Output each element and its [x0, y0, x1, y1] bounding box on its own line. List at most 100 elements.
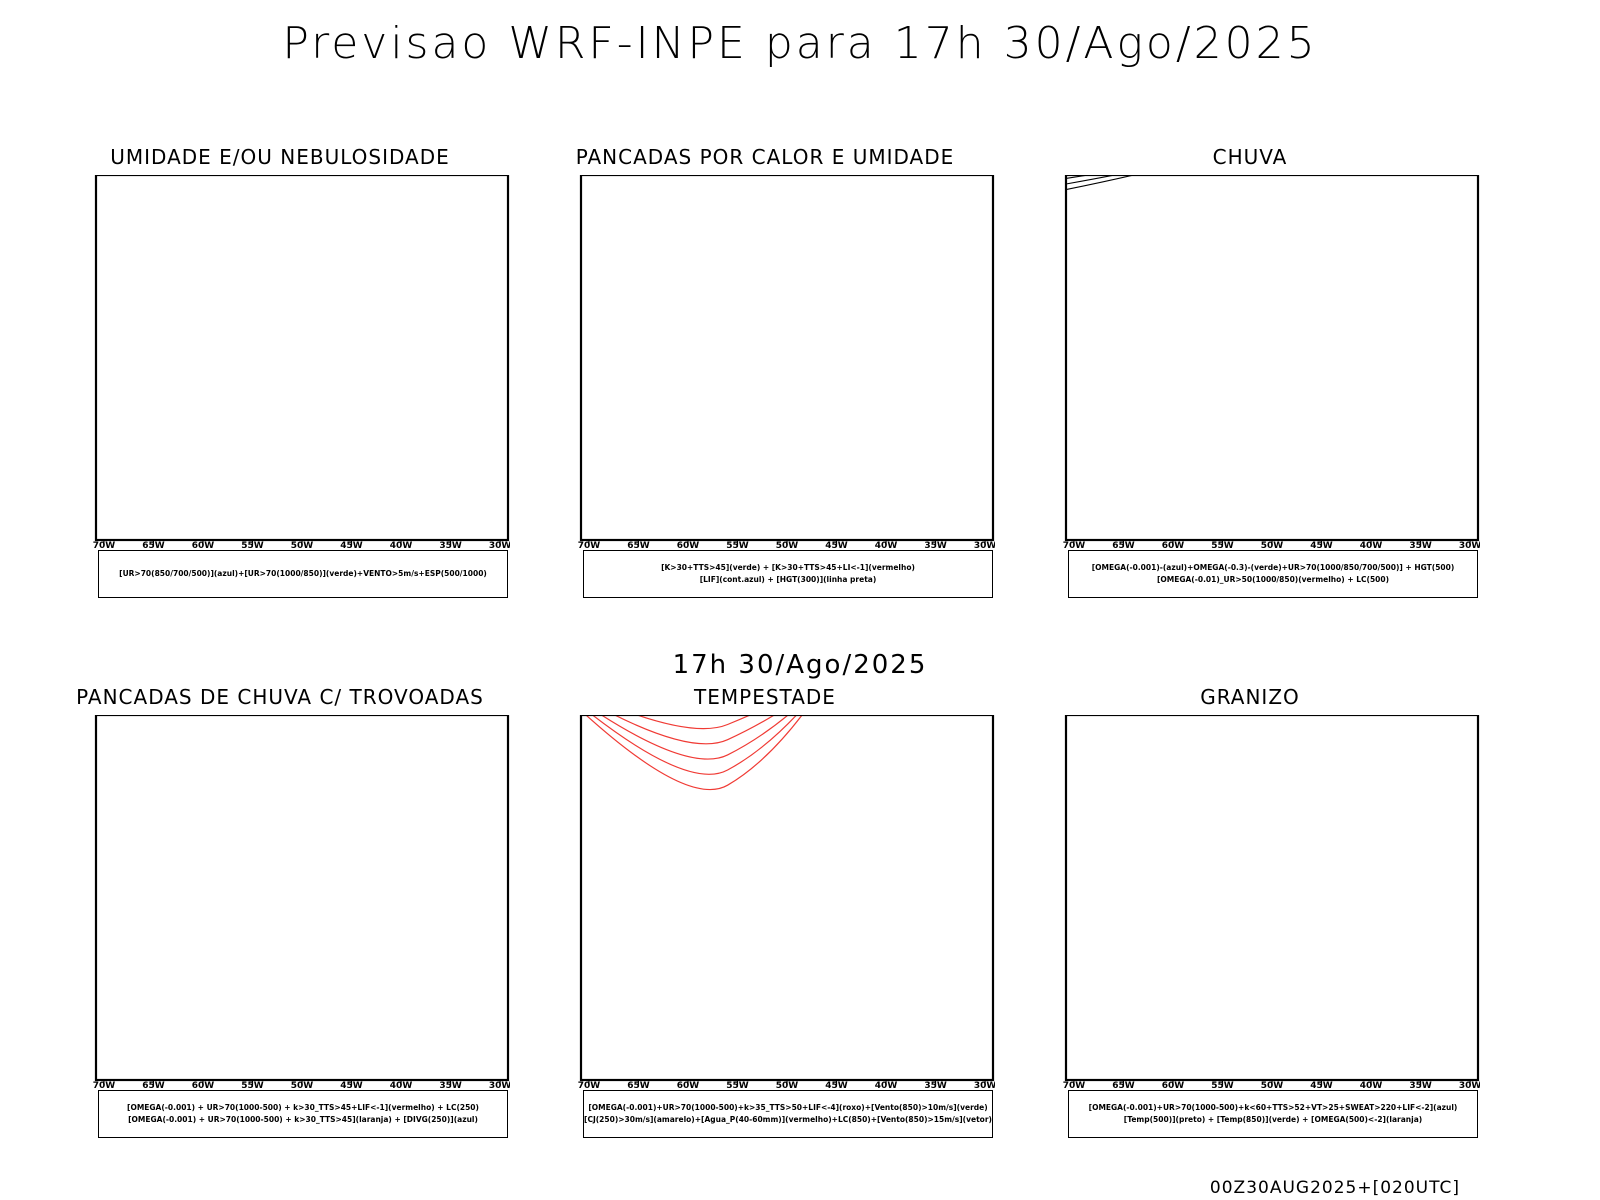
panel-granizo: GRANIZO -12-15-15-18-21-15-18-1212151812…	[1020, 685, 1480, 1155]
legend-line: [CJ(250)>30m/s](amarelo)+[Agua_P(40-60mm…	[584, 1115, 992, 1124]
lon-tick-label: 30W	[1459, 1081, 1480, 1091]
lon-tick-label: 60W	[192, 541, 215, 551]
panel-title: GRANIZO	[1200, 685, 1300, 709]
lon-tick-label: 50W	[776, 1081, 799, 1091]
legend-line: [K>30+TTS>45](verde) + [K>30+TTS>45+LI<-…	[661, 563, 915, 572]
lon-tick-label: 70W	[93, 1081, 116, 1091]
frame-border	[579, 715, 995, 1082]
frame-border	[579, 175, 995, 542]
panel-title: TEMPESTADE	[694, 685, 836, 709]
legend-box: [OMEGA(-0.001)+UR>70(1000-500)+k>35_TTS>…	[583, 1090, 993, 1138]
lon-tick-label: 35W	[439, 1081, 462, 1091]
lon-tick-label: 60W	[1162, 541, 1185, 551]
lon-tick-label: 30W	[974, 541, 995, 551]
streamline-red	[635, 715, 752, 730]
frame-border	[94, 175, 510, 542]
lon-tick-label: 55W	[241, 1081, 264, 1091]
lon-tick-label: 35W	[1409, 541, 1432, 551]
legend-box: [UR>70(850/700/500)](azul)+[UR>70(1000/8…	[98, 550, 508, 598]
lon-tick-label: 65W	[1112, 541, 1135, 551]
legend-box: [K>30+TTS>45](verde) + [K>30+TTS>45+LI<-…	[583, 550, 993, 598]
lon-tick-label: 55W	[1211, 541, 1234, 551]
panel-umidade: UMIDADE E/OU NEBULOSIDADE 10081008101210…	[50, 145, 510, 615]
lon-tick-label: 70W	[1063, 1081, 1086, 1091]
legend-line: [UR>70(850/700/500)](azul)+[UR>70(1000/8…	[119, 569, 487, 578]
lon-tick-label: 60W	[677, 541, 700, 551]
lon-tick-label: 65W	[627, 1081, 650, 1091]
legend-line: [OMEGA(-0.01)_UR>50(1000/850)(vermelho) …	[1156, 575, 1390, 584]
lon-tick-label: 45W	[825, 541, 848, 551]
lon-tick-label: 40W	[390, 1081, 413, 1091]
legend-box: [OMEGA(-0.001)+UR>70(1000-500)+k<60+TTS>…	[1068, 1090, 1478, 1138]
lon-tick-label: 60W	[1162, 1081, 1185, 1091]
lon-tick-label: 65W	[1112, 1081, 1135, 1091]
frame-border	[1064, 175, 1480, 542]
legend-line: [OMEGA(-0.001)+UR>70(1000-500)+k>35_TTS>…	[588, 1103, 988, 1112]
streamline-red	[600, 715, 790, 760]
panel-title: CHUVA	[1212, 145, 1288, 169]
lon-tick-label: 45W	[1310, 541, 1333, 551]
lon-tick-label: 50W	[1261, 1081, 1284, 1091]
lon-tick-label: 60W	[192, 1081, 215, 1091]
streamline-red	[585, 715, 803, 791]
map-canvas: 12S15S18S21S24S27S30S33S36S39S42S70W65W6…	[578, 715, 995, 1091]
lon-tick-label: 40W	[875, 541, 898, 551]
lon-tick-label: 70W	[1063, 541, 1086, 551]
map-canvas: -12-15-15-18-21-15-18-1212151812S15S18S2…	[1063, 715, 1480, 1091]
lon-tick-label: 55W	[726, 541, 749, 551]
legend-box: [OMEGA(-0.001)-(azul)+OMEGA(-0.3)-(verde…	[1068, 550, 1478, 598]
main-title: Previsao WRF-INPE para 17h 30/Ago/2025	[282, 18, 1318, 69]
lon-tick-label: 30W	[1459, 541, 1480, 551]
lon-tick-label: 30W	[974, 1081, 995, 1091]
legend-line: [OMEGA(-0.001)+UR>70(1000-500)+k<60+TTS>…	[1088, 1103, 1458, 1112]
lon-tick-label: 40W	[390, 541, 413, 551]
lon-tick-label: 45W	[1310, 1081, 1333, 1091]
lon-tick-label: 60W	[677, 1081, 700, 1091]
lon-tick-label: 35W	[439, 541, 462, 551]
lon-tick-label: 40W	[875, 1081, 898, 1091]
panel-title: UMIDADE E/OU NEBULOSIDADE	[110, 145, 450, 169]
legend-line: [LIF](cont.azul) + [HGT(300)](linha pret…	[699, 575, 877, 584]
streamline-red	[613, 715, 776, 745]
legend-line: [Temp(500)](preto) + [Temp(850)](verde) …	[1123, 1115, 1423, 1124]
map-frame: 12S15S18S21S24S27S30S33S36S39S42S70W65W6…	[578, 715, 995, 1091]
panel-title: PANCADAS POR CALOR E UMIDADE	[575, 145, 955, 169]
legend-line: [OMEGA(-0.001) + UR>70(1000-500) + k>30_…	[128, 1115, 478, 1124]
map-frame: 12S15S18S21S24S27S30S33S36S39S42S70W65W6…	[578, 175, 995, 551]
lon-tick-label: 65W	[142, 1081, 165, 1091]
mid-title: 17h 30/Ago/2025	[672, 650, 928, 680]
lon-tick-label: 45W	[340, 1081, 363, 1091]
lon-tick-label: 70W	[578, 1081, 601, 1091]
map-canvas: 12S15S18S21S24S27S30S33S36S39S42S70W65W6…	[93, 715, 510, 1091]
lon-tick-label: 55W	[241, 541, 264, 551]
map-frame: 12S15S18S21S24S27S30S33S36S39S42S70W65W6…	[93, 175, 510, 551]
lon-tick-label: 65W	[627, 541, 650, 551]
panel-chuva: CHUVA 58258257657357957657357056712S15S1…	[1020, 145, 1480, 615]
map-frame: 12S15S18S21S24S27S30S33S36S39S42S70W65W6…	[93, 715, 510, 1091]
streamline-red	[591, 715, 798, 775]
lon-tick-label: 35W	[924, 1081, 947, 1091]
panel-trovoadas: PANCADAS DE CHUVA C/ TROVOADAS 12S15S18S…	[50, 685, 510, 1155]
legend-line: [OMEGA(-0.001) + UR>70(1000-500) + k>30_…	[127, 1103, 479, 1112]
lon-tick-label: 50W	[776, 541, 799, 551]
lon-tick-label: 45W	[340, 541, 363, 551]
hgt-contour	[1066, 175, 1137, 191]
legend-box: [OMEGA(-0.001) + UR>70(1000-500) + k>30_…	[98, 1090, 508, 1138]
run-timestamp: 00Z30AUG2025+[020UTC]	[1209, 1178, 1460, 1198]
lon-tick-label: 70W	[578, 541, 601, 551]
map-canvas: 58258257657357957657357056712S15S18S21S2…	[1063, 175, 1480, 551]
map-content	[585, 715, 929, 791]
lon-tick-label: 70W	[93, 541, 116, 551]
lon-tick-label: 30W	[489, 541, 510, 551]
frame-border	[1064, 715, 1480, 1082]
map-frame: 12S15S18S21S24S27S30S33S36S39S42S70W65W6…	[1063, 175, 1480, 551]
lon-tick-label: 45W	[825, 1081, 848, 1091]
lon-tick-label: 55W	[726, 1081, 749, 1091]
map-canvas: 9600960096009520952095209440944093609280…	[578, 175, 995, 551]
lon-tick-label: 30W	[489, 1081, 510, 1091]
map-canvas: 1008100810121016101610161020102410241028…	[93, 175, 510, 551]
lon-tick-label: 50W	[291, 541, 314, 551]
lon-tick-label: 65W	[142, 541, 165, 551]
frame-border	[94, 715, 510, 1082]
legend-line: [OMEGA(-0.001)-(azul)+OMEGA(-0.3)-(verde…	[1091, 563, 1455, 572]
